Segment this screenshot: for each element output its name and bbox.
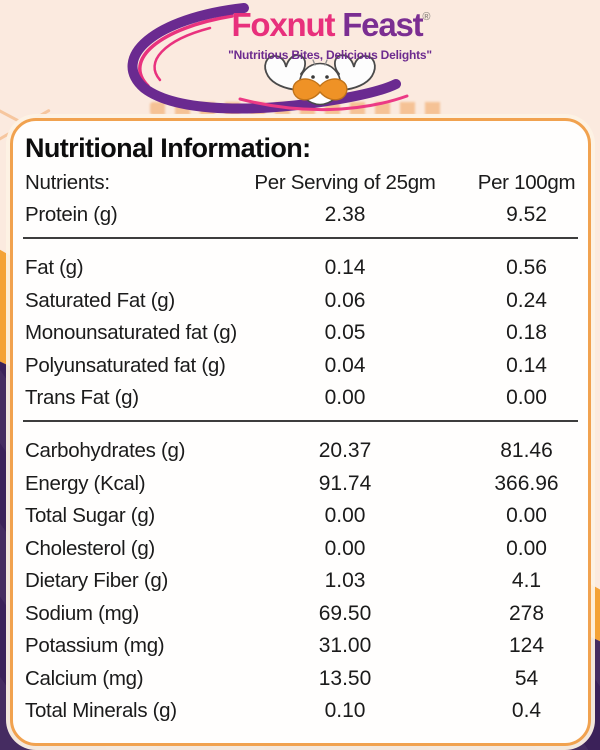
value-per-100g: 0.14	[506, 353, 547, 377]
nutrient-row: Polyunsaturated fat (g) 0.04 0.14	[23, 350, 578, 383]
panel-title: Nutritional Information:	[25, 133, 311, 163]
value-per-serving: 0.00	[324, 504, 366, 528]
nutrient-row: Dietary Fiber (g) 1.03 4.1	[23, 565, 578, 598]
value-per-serving: 69.50	[318, 601, 372, 625]
value-per-serving: 20.37	[318, 439, 372, 463]
value-per-serving: 13.50	[318, 666, 372, 690]
nutrient-row: Total Minerals (g) 0.10 0.4	[23, 695, 578, 728]
value-per-serving: 0.00	[324, 386, 366, 410]
swirl-pink-outer-icon	[138, 14, 234, 88]
value-per-100g: 0.4	[511, 699, 542, 723]
mascot-right-arm-icon	[333, 54, 376, 91]
value-per-100g: 0.18	[506, 321, 547, 345]
brand-name: Foxnut Feast®	[231, 6, 430, 44]
nutrient-label: Energy (Kcal)	[25, 471, 146, 495]
value-per-serving: 0.06	[324, 288, 366, 312]
swirl-purple-icon	[127, 3, 401, 114]
nutrient-table: Protein (g) 2.38 9.52 Fat (g) 0.14 0.56 Satura…	[23, 199, 578, 728]
brand-name-feast: Feast	[334, 6, 423, 43]
value-per-serving: 0.05	[324, 321, 366, 345]
mascot-left-arm-icon	[264, 54, 307, 91]
nutrient-row: Carbohydrates (g) 20.37 81.46	[23, 435, 578, 468]
value-per-100g: 278	[508, 601, 545, 625]
value-per-serving: 0.04	[324, 353, 366, 377]
nutrient-row: Potassium (mg) 31.00 124	[23, 630, 578, 663]
nutrient-row: Monounsaturated fat (g) 0.05 0.18	[23, 317, 578, 350]
nutrient-label: Saturated Fat (g)	[25, 288, 175, 312]
table-header-row: Nutrients: Per Serving of 25gm Per 100gm	[23, 166, 578, 199]
nutrient-label: Sodium (mg)	[25, 601, 140, 625]
logo-swirl-mascot-icon	[127, 3, 409, 114]
nutrient-row: Sodium (mg) 69.50 278	[23, 598, 578, 631]
nutrient-label: Calcium (mg)	[25, 666, 144, 690]
value-per-100g: 366.96	[494, 471, 559, 495]
nutrient-row: Cholesterol (g) 0.00 0.00	[23, 533, 578, 566]
nutrient-label: Polyunsaturated fat (g)	[25, 353, 226, 377]
nutrient-label: Protein (g)	[25, 203, 118, 227]
section-divider	[23, 236, 578, 239]
nutrient-label: Fat (g)	[25, 256, 84, 280]
nutrient-row: Trans Fat (g) 0.00 0.00	[23, 382, 578, 415]
brand-logo: Foxnut Feast® "Nutritious Bites, Delicio…	[0, 0, 600, 118]
brand-name-foxnut: Foxnut	[231, 6, 335, 43]
column-header-per-100g: Per 100gm	[477, 170, 576, 194]
nutrient-row: Fat (g) 0.14 0.56	[23, 252, 578, 285]
mascot-eye-icon	[311, 75, 315, 79]
nutrient-label: Total Minerals (g)	[25, 699, 177, 723]
mascot-eye-icon	[325, 75, 329, 79]
swirl-pink-inner-icon	[153, 26, 212, 82]
value-per-100g: 0.00	[506, 504, 547, 528]
value-per-100g: 0.24	[506, 288, 547, 312]
mascot-hair-tuft-icon	[312, 59, 328, 66]
nutrient-label: Potassium (mg)	[25, 634, 165, 658]
value-per-serving: 0.00	[324, 536, 366, 560]
brand-tagline: "Nutritious Bites, Delicious Delights"	[228, 48, 432, 62]
nutrient-row: Calcium (mg) 13.50 54	[23, 663, 578, 696]
value-per-100g: 0.00	[506, 536, 547, 560]
mascot-mustache-icon	[292, 78, 348, 101]
value-per-100g: 54	[514, 666, 539, 690]
column-header-nutrients: Nutrients:	[25, 170, 110, 194]
nutrient-label: Monounsaturated fat (g)	[25, 321, 237, 345]
nutrient-row: Protein (g) 2.38 9.52	[23, 199, 578, 232]
value-per-100g: 81.46	[500, 439, 553, 463]
value-per-serving: 1.03	[324, 569, 366, 593]
column-header-per-serving: Per Serving of 25gm	[254, 170, 436, 194]
value-per-100g: 124	[508, 634, 545, 658]
value-per-100g: 0.00	[506, 386, 547, 410]
value-per-serving: 2.38	[324, 203, 366, 227]
swirl-pink-under-icon	[238, 94, 409, 112]
registered-mark-icon: ®	[422, 11, 431, 23]
nutrition-panel: Nutritional Information: Nutrients: Per …	[10, 118, 591, 746]
nutrient-label: Carbohydrates (g)	[25, 439, 186, 463]
nutrient-row: Energy (Kcal) 91.74 366.96	[23, 468, 578, 501]
nutrient-label: Trans Fat (g)	[25, 386, 139, 410]
nutrient-label: Total Sugar (g)	[25, 504, 155, 528]
value-per-100g: 0.56	[506, 256, 547, 280]
nutrient-row: Saturated Fat (g) 0.06 0.24	[23, 285, 578, 318]
value-per-100g: 9.52	[506, 203, 547, 227]
nutrient-row: Total Sugar (g) 0.00 0.00	[23, 500, 578, 533]
value-per-serving: 0.14	[324, 256, 366, 280]
value-per-serving: 91.74	[318, 471, 372, 495]
nutrient-label: Cholesterol (g)	[25, 536, 155, 560]
value-per-serving: 31.00	[318, 634, 372, 658]
nutrient-label: Dietary Fiber (g)	[25, 569, 168, 593]
section-divider	[23, 419, 578, 422]
value-per-serving: 0.10	[324, 699, 366, 723]
value-per-100g: 4.1	[511, 569, 542, 593]
